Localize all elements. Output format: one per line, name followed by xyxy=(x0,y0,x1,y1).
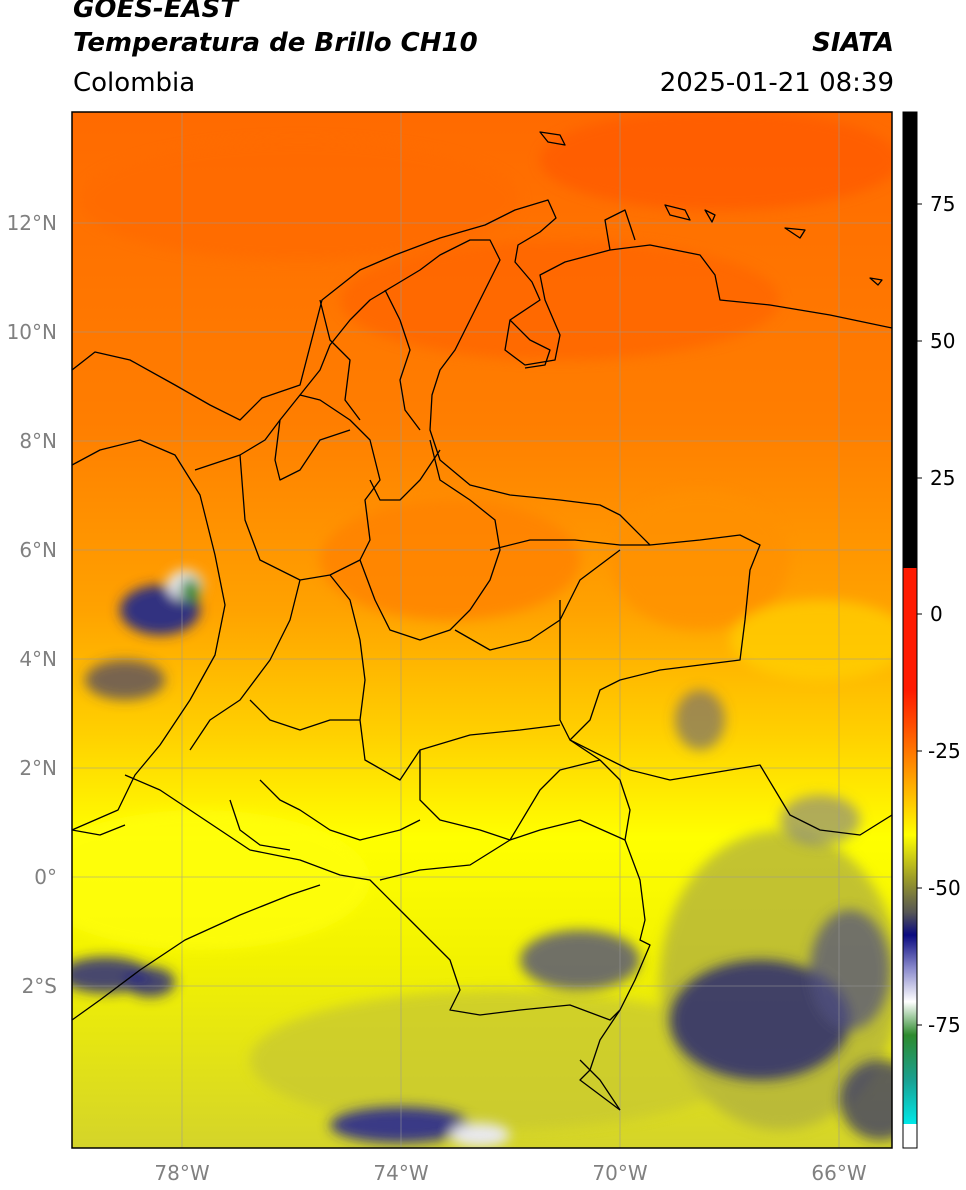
lat-label-10n: 10°N xyxy=(7,320,57,344)
dept-13 xyxy=(319,299,361,421)
lon-label-66w: 66°W xyxy=(811,1161,866,1185)
colorbar-tick-50: 50 xyxy=(930,329,955,353)
satellite-name: GOES-EAST xyxy=(73,0,239,24)
lon-label-74w: 74°W xyxy=(373,1161,428,1185)
lat-label-12n: 12°N xyxy=(7,211,57,235)
dept-6 xyxy=(329,574,561,781)
coastline-caribbean xyxy=(72,199,892,421)
colorbar-frame xyxy=(902,111,918,1149)
lat-label-2n: 2°N xyxy=(19,756,57,780)
dept-7 xyxy=(419,750,601,841)
colorbar-black-segment xyxy=(903,112,917,568)
map-frame xyxy=(71,111,893,1149)
lon-label-70w: 70°W xyxy=(592,1161,647,1185)
lat-label-0: 0° xyxy=(34,865,57,889)
dept-15 xyxy=(274,419,351,481)
border-colombia-east xyxy=(569,739,651,1111)
colorbar-tick-labels: 75 50 25 0 -25 -50 -75 xyxy=(928,192,961,1037)
region-label: Colombia xyxy=(73,68,196,98)
lake-maracaibo-outline xyxy=(509,319,551,369)
colorbar-tick-0: 0 xyxy=(930,602,943,626)
coastline-pacific xyxy=(72,439,226,831)
timestamp-label: 2025-01-21 08:39 xyxy=(659,68,894,98)
dept-5 xyxy=(189,579,301,751)
border-ecuador-north xyxy=(72,824,126,836)
dept-10 xyxy=(229,799,291,851)
colorbar-tick-neg50: -50 xyxy=(928,876,961,900)
dept-1 xyxy=(239,394,381,581)
lat-axis-labels: 12°N 10°N 8°N 6°N 4°N 2°N 0° 2°S xyxy=(7,211,57,998)
border-brazil-peru xyxy=(579,1059,621,1111)
colorbar-tick-neg75: -75 xyxy=(928,1013,961,1037)
venezuela-state-1 xyxy=(604,209,636,251)
border-colombia-south xyxy=(124,774,621,1021)
brand-label: SIATA xyxy=(812,28,894,58)
product-title: Temperatura de Brillo CH10 xyxy=(73,28,478,58)
colorbar-tick-neg25: -25 xyxy=(928,739,961,763)
lat-label-8n: 8°N xyxy=(19,429,57,453)
dept-8 xyxy=(249,699,360,731)
coastline-peru xyxy=(72,884,321,1021)
colorbar-white-segment xyxy=(903,1124,917,1148)
colorbar-tick-25: 25 xyxy=(930,466,955,490)
brightness-temperature-field xyxy=(72,112,892,1148)
island-1 xyxy=(664,204,691,221)
lon-axis-labels: 78°W 74°W 70°W 66°W xyxy=(154,1161,866,1185)
island-2 xyxy=(704,209,716,223)
cloud-patches xyxy=(72,570,892,1147)
dept-2 xyxy=(359,439,501,641)
colorbar: 75 50 25 0 -25 -50 -75 xyxy=(902,111,961,1149)
dept-3 xyxy=(489,539,650,551)
colorbar-tick-marks xyxy=(917,203,922,1026)
dept-9 xyxy=(259,779,421,841)
venezuela-coast-island xyxy=(539,131,566,146)
border-colombia-north xyxy=(194,239,761,741)
dept-4 xyxy=(454,549,621,651)
boundaries xyxy=(72,131,892,1111)
lat-label-6n: 6°N xyxy=(19,538,57,562)
dept-11 xyxy=(379,819,626,881)
colorbar-tick-75: 75 xyxy=(930,192,955,216)
lon-label-78w: 78°W xyxy=(154,1161,209,1185)
border-venezuela-brazil xyxy=(559,600,892,836)
colorbar-gradient xyxy=(903,568,917,1124)
dept-14 xyxy=(384,289,421,431)
island-3 xyxy=(784,227,806,239)
island-4 xyxy=(869,277,883,286)
lat-label-4n: 4°N xyxy=(19,647,57,671)
lat-label-2s: 2°S xyxy=(22,974,57,998)
dept-12 xyxy=(369,449,441,501)
gridlines xyxy=(72,112,892,1148)
